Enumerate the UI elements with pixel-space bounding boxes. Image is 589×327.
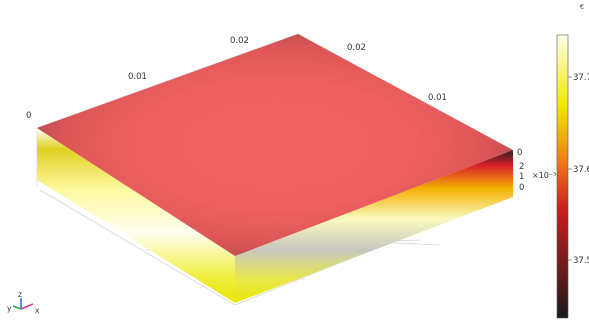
x-tick-label: 0.02 [230, 36, 249, 46]
z-exponent-label: ×10⁻³ [532, 171, 556, 180]
colorbar-gradient [556, 34, 569, 319]
y-tick-label: 0.02 [347, 43, 366, 53]
slab-top-face[interactable] [37, 34, 513, 256]
z-tick-label: 0 [517, 148, 522, 158]
colorbar-tick-label: 37.7 [573, 73, 589, 83]
slab-geometry[interactable] [37, 34, 513, 303]
triad-x-axis-icon [20, 303, 34, 310]
axis-tick-labels: 0.01 0.02 0.02 0.01 0 0 2 1 0 ×10⁻³ [26, 36, 556, 193]
corner-glyph: € [579, 3, 585, 11]
z-tick-label: 2 [519, 162, 524, 172]
axis-triad: x z y [7, 290, 40, 315]
grid-line [39, 189, 236, 306]
colorbar: 37.7 37.6 37.5 [556, 34, 589, 319]
triad-z-label: z [18, 290, 22, 299]
colorbar-tick-label: 37.5 [573, 256, 589, 266]
z-tick-label: 1 [519, 172, 524, 182]
triad-x-label: x [35, 306, 40, 315]
colorbar-tick-label: 37.6 [573, 165, 589, 175]
y-tick-label: 0.01 [428, 93, 447, 103]
corner-tick-label: 0 [26, 111, 31, 121]
triad-y-label: y [7, 304, 12, 313]
x-tick-label: 0.01 [128, 72, 147, 82]
z-tick-label: 0 [519, 183, 524, 193]
slab-left-face[interactable] [37, 128, 235, 303]
triad-y-axis-icon [12, 305, 22, 310]
slab-front-face[interactable] [235, 150, 513, 303]
